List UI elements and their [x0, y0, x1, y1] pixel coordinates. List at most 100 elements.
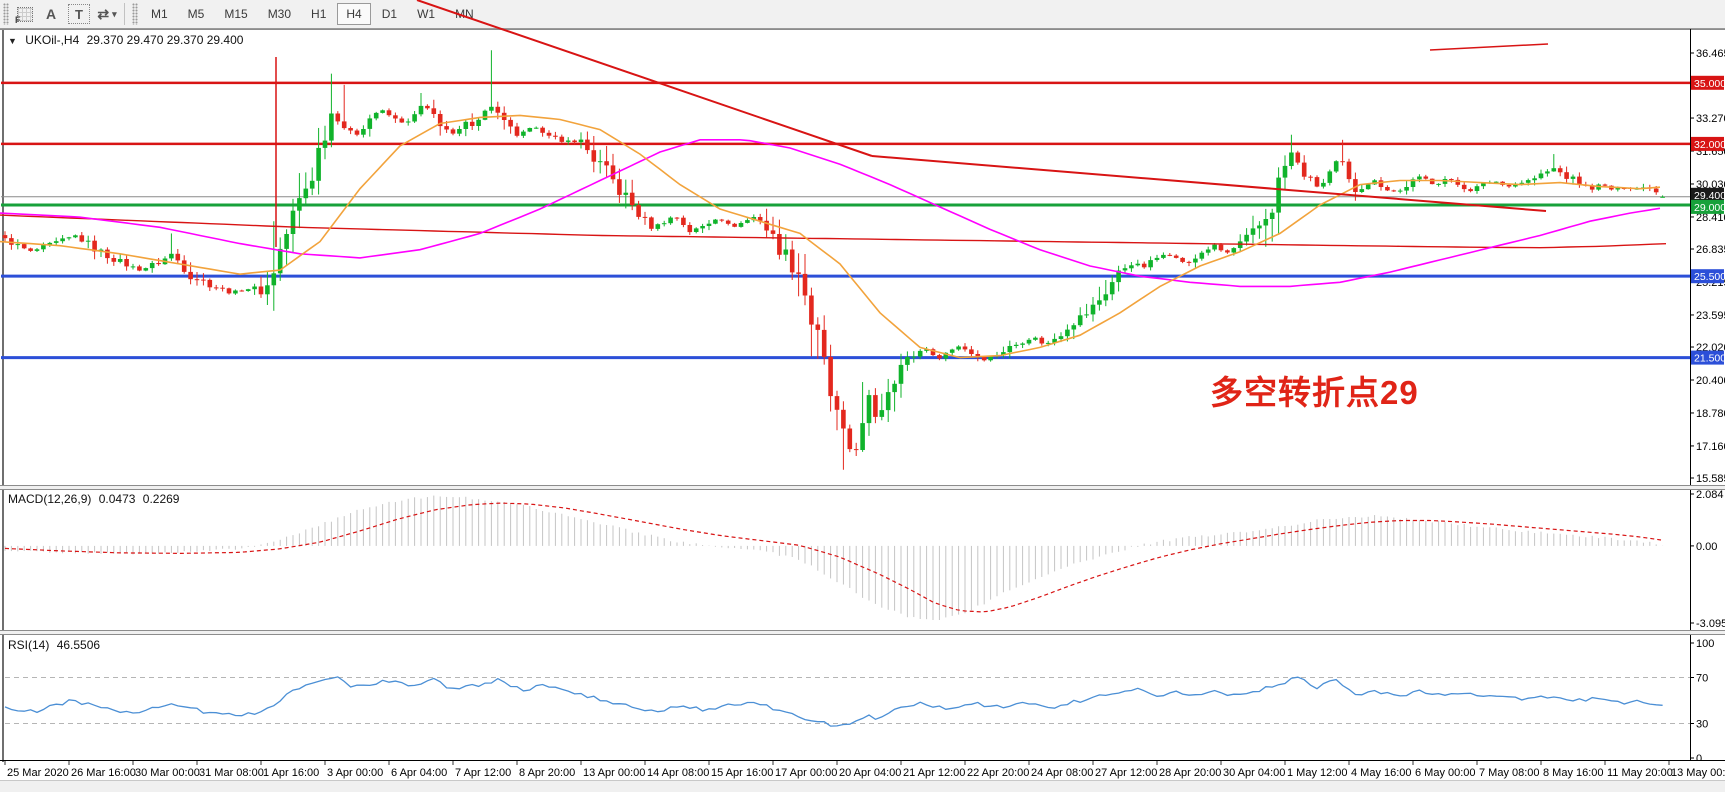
date-label: 26 Mar 16:00	[71, 767, 136, 779]
axis-label: 0.00	[1696, 541, 1717, 553]
date-label: 30 Mar 00:00	[135, 767, 200, 779]
timeframe-button-m5[interactable]: M5	[187, 7, 205, 21]
date-label: 30 Apr 04:00	[1223, 767, 1285, 779]
macd-panel[interactable]: 2.084 0.00 -3.0957	[0, 489, 1725, 631]
grid-icon	[17, 6, 33, 22]
date-label: 21 Apr 12:00	[903, 767, 965, 779]
date-label: 13 Apr 00:00	[583, 767, 645, 779]
timeframe-button-d1[interactable]: D1	[381, 7, 398, 21]
macd-main-value: 0.0473	[98, 492, 136, 506]
price-badge	[1691, 75, 1724, 90]
rsi-panel-separator[interactable]	[0, 630, 1725, 635]
axis-label: 20.400	[1696, 375, 1725, 387]
dropdown-caret-icon[interactable]: ▾	[112, 8, 117, 19]
macd-name: MACD(12,26,9)	[8, 492, 92, 506]
timeframe-button-h4[interactable]: H4	[337, 3, 371, 25]
axis-label: 70	[1696, 673, 1708, 685]
macd-signal-value: 0.2269	[142, 492, 180, 506]
date-label: 3 Apr 00:00	[327, 767, 383, 779]
date-label: 8 May 16:00	[1543, 767, 1604, 779]
arrows-glyph: ⇄	[97, 5, 110, 22]
date-label: 17 Apr 00:00	[775, 767, 837, 779]
date-label: 20 Apr 04:00	[839, 767, 901, 779]
price-badge-label: 35.000	[1694, 78, 1725, 90]
window-left-border	[2, 29, 4, 762]
rsi-axis: 100 70 30 0	[1690, 634, 1714, 760]
date-label: 7 May 08:00	[1479, 767, 1540, 779]
axis-label: 2.084	[1696, 489, 1724, 501]
date-label: 6 May 00:00	[1415, 767, 1476, 779]
date-label: 31 Mar 08:00	[199, 767, 264, 779]
price-badge-label: 29.000	[1694, 202, 1725, 214]
ohlc-values: 29.370 29.470 29.370 29.400	[86, 33, 244, 47]
long-ma-line	[0, 214, 1667, 249]
timeframe-button-h1[interactable]: H1	[311, 7, 327, 21]
axis-label: 23.595	[1696, 310, 1725, 322]
grid-icon-label: F	[15, 15, 21, 25]
date-label: 13 May 00:00	[1671, 767, 1725, 779]
chinese-annotation-text: 多空转折点29	[1210, 374, 1419, 411]
date-label: 1 May 12:00	[1287, 767, 1348, 779]
timeframe-toolbar-grip[interactable]	[132, 3, 138, 25]
axis-label: 33.270	[1696, 113, 1725, 125]
price-badge-label: 21.500	[1694, 353, 1725, 365]
toolbar-grip[interactable]	[3, 3, 9, 25]
horizontal-scrollbar[interactable]	[0, 780, 1725, 792]
timeframe-button-mn[interactable]: MN	[455, 7, 474, 21]
date-label: 24 Apr 08:00	[1031, 767, 1093, 779]
date-label: 6 Apr 04:00	[391, 767, 447, 779]
date-labels: 25 Mar 2020 26 Mar 16:00 30 Mar 00:00 31 Ma…	[4, 761, 1725, 779]
fast-ma-line	[0, 114, 1661, 359]
price-badge-label: 29.400	[1694, 190, 1725, 202]
axis-label: -3.0957	[1696, 618, 1725, 630]
macd-axis: 2.084 0.00 -3.0957	[1690, 489, 1725, 631]
macd-histogram	[4, 495, 1664, 621]
price-badge	[1691, 350, 1724, 365]
axis-label: 17.160	[1696, 441, 1725, 453]
timeframe-button-m15[interactable]: M15	[224, 7, 248, 21]
rsi-panel[interactable]: 100 70 30 0	[0, 634, 1725, 760]
axis-label: 26.835	[1696, 244, 1725, 256]
price-badge	[1691, 187, 1724, 202]
macd-signal-line	[4, 502, 1662, 613]
date-label: 11 May 20:00	[1607, 767, 1673, 779]
date-label: 15 Apr 16:00	[711, 767, 773, 779]
date-label: 27 Apr 12:00	[1095, 767, 1157, 779]
arrows-tool-icon[interactable]: ⇄ ▾	[95, 3, 119, 25]
axis-label: 30	[1696, 719, 1708, 731]
toolbar-separator	[124, 3, 125, 25]
date-label: 1 Apr 16:00	[263, 767, 319, 779]
horizontal-levels	[1, 81, 1690, 360]
rsi-value: 46.5506	[56, 638, 101, 652]
axis-label: 18.780	[1696, 408, 1725, 420]
price-badge-label: 25.500	[1694, 271, 1725, 283]
date-label: 25 Mar 2020	[7, 767, 69, 779]
main-chart-panel[interactable]: 36.46533.27031.65030.03028.41026.83525.2…	[0, 29, 1725, 486]
symbol-period-label: UKOil-,H4	[25, 33, 80, 47]
timeframe-button-w1[interactable]: W1	[417, 7, 436, 21]
axis-label: 28.410	[1696, 212, 1725, 224]
axis-label: 15.585	[1696, 473, 1725, 485]
date-label: 4 May 16:00	[1351, 767, 1412, 779]
rsi-name: RSI(14)	[8, 638, 50, 652]
axis-label: 36.465	[1696, 48, 1725, 60]
rsi-indicator-label: RSI(14) 46.5506	[8, 638, 104, 652]
price-badge	[1691, 136, 1724, 151]
date-label: 7 Apr 12:00	[455, 767, 511, 779]
date-label: 14 Apr 08:00	[647, 767, 709, 779]
timeframe-button-m1[interactable]: M1	[151, 7, 168, 21]
date-label: 28 Apr 20:00	[1159, 767, 1221, 779]
axis-label: 100	[1696, 638, 1714, 650]
timeframe-button-m30[interactable]: M30	[267, 7, 292, 21]
macd-panel-separator[interactable]	[0, 485, 1725, 490]
font-tool-icon[interactable]: A	[45, 6, 57, 22]
date-label: 8 Apr 20:00	[519, 767, 575, 779]
text-tool-icon[interactable]: T	[68, 4, 90, 24]
slow-ma-line	[0, 139, 1661, 288]
price-badge-label: 32.000	[1694, 139, 1725, 151]
rsi-level-lines	[5, 677, 1690, 724]
collapse-triangle-icon[interactable]: ▼	[8, 36, 17, 46]
grid-snap-icon[interactable]: F	[13, 3, 37, 25]
toolbar: F A T ⇄ ▾ M1 M5 M15 M30 H1 H4 D1 W1 MN	[0, 0, 1725, 29]
